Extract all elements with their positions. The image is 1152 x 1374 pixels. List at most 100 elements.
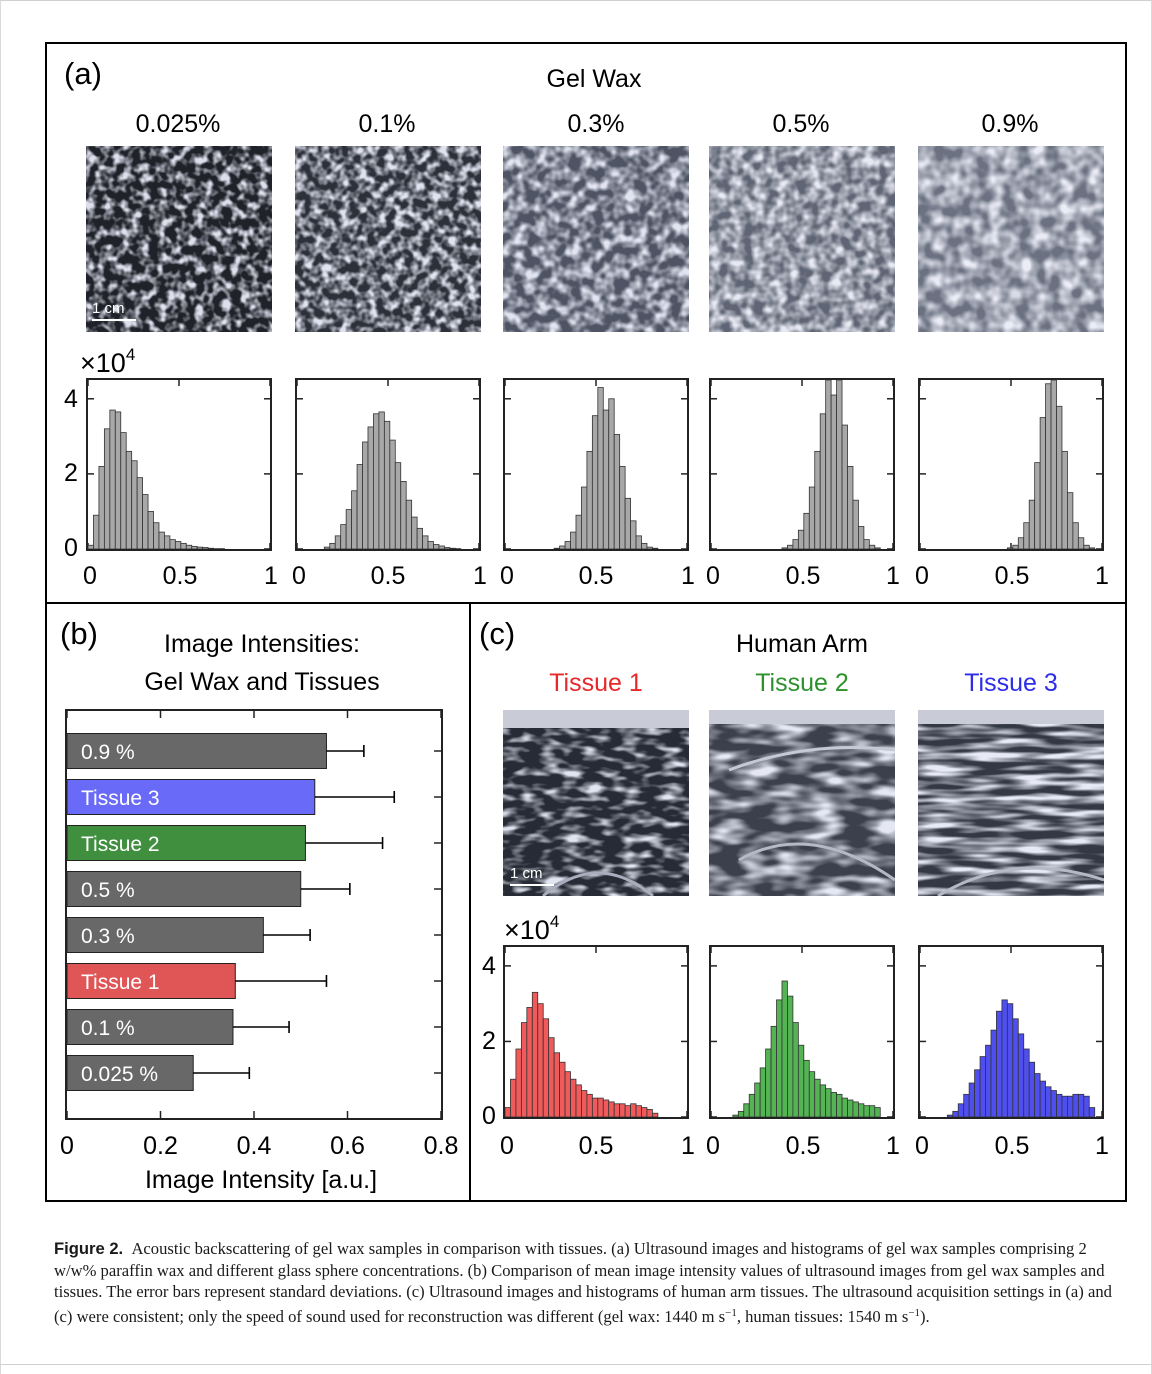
- concentration-label: 0.5%: [772, 110, 830, 138]
- histogram-bar: [367, 426, 374, 550]
- histogram-bar: [1034, 462, 1041, 550]
- figure-caption: Figure 2. Acoustic backscattering of gel…: [54, 1238, 1114, 1327]
- histogram-bar: [825, 379, 832, 550]
- histogram-gel-0025: [86, 378, 272, 551]
- histogram-bar: [378, 411, 385, 550]
- histogram-bar: [602, 409, 610, 550]
- histogram-bar: [1023, 522, 1030, 550]
- bar: [67, 825, 306, 861]
- histogram-bar: [770, 1025, 777, 1118]
- x-tick-label: 0.5: [578, 562, 614, 590]
- histogram-gel-01: [295, 378, 481, 551]
- histogram-bar: [351, 490, 358, 550]
- histogram-gel-09: [918, 378, 1104, 551]
- caption-text: , human tissues: 1540 m s: [736, 1306, 909, 1326]
- histogram-bar: [548, 1037, 555, 1118]
- histogram-bar: [136, 477, 143, 550]
- histogram-bar: [416, 527, 423, 550]
- tissue-label-1: Tissue 1: [549, 669, 643, 697]
- x-tick-label: 1: [264, 562, 278, 590]
- bar-label: Tissue 1: [81, 971, 160, 994]
- histogram-bar: [776, 999, 783, 1118]
- histogram-bar: [362, 441, 369, 550]
- histogram-bar: [185, 544, 193, 550]
- scale-bar-label: 1 cm: [510, 865, 543, 882]
- histogram-bar: [1088, 547, 1096, 550]
- histogram-bar: [803, 1059, 810, 1118]
- histogram-bar: [858, 526, 865, 550]
- ultrasound-image-tissue-1: [503, 710, 689, 896]
- histogram-bar: [874, 547, 881, 550]
- histogram-bar: [1017, 1033, 1025, 1118]
- x-tick-label: 0: [915, 1132, 929, 1160]
- histogram-bar: [147, 511, 154, 550]
- histogram-bar: [646, 1109, 653, 1118]
- histogram-bar: [990, 1029, 997, 1118]
- y-tick-label: 2: [482, 1027, 496, 1055]
- histogram-bar: [1072, 1093, 1079, 1118]
- histogram-bar: [841, 1097, 848, 1118]
- histogram-bar: [591, 1097, 599, 1118]
- histogram-bar: [109, 409, 116, 550]
- histogram-bar: [191, 545, 198, 550]
- histogram-bar: [570, 531, 577, 550]
- histogram-bar: [98, 465, 105, 550]
- bar-label: 0.025 %: [81, 1063, 158, 1086]
- histogram-bar: [868, 544, 876, 550]
- histogram-bar: [575, 1084, 582, 1118]
- histogram-bar: [153, 522, 160, 550]
- histogram-bar: [830, 394, 837, 550]
- caption-text: ).: [920, 1306, 930, 1326]
- histogram-bar: [87, 544, 94, 550]
- histogram-bar: [847, 465, 854, 550]
- histogram-bar: [814, 1078, 821, 1118]
- x-tick-label: 0: [706, 1132, 720, 1160]
- bar-label: 0.1 %: [81, 1017, 135, 1040]
- histogram-bar: [754, 1082, 761, 1118]
- histogram-bar: [874, 1107, 881, 1118]
- x-tick-label: 1: [681, 1132, 695, 1160]
- histogram-bar: [1045, 383, 1052, 550]
- x-tick-label: 1: [886, 1132, 900, 1160]
- histogram-bar: [1050, 1090, 1057, 1118]
- histogram-bar: [1006, 1003, 1014, 1118]
- histogram-bar: [433, 544, 440, 550]
- histogram-gel-05: [709, 378, 895, 551]
- y-tick-label: 0: [64, 534, 78, 562]
- histogram-bar: [787, 544, 794, 550]
- histogram-bar: [797, 529, 805, 550]
- histogram-bar: [858, 1103, 865, 1118]
- histogram-bar: [1067, 492, 1074, 550]
- scale-bar: [92, 319, 136, 321]
- histogram-bar: [411, 516, 418, 550]
- histogram-bar: [1083, 544, 1090, 550]
- histogram-bar: [613, 1103, 621, 1118]
- histogram-bar: [586, 1093, 593, 1118]
- histogram-bar: [1012, 1018, 1019, 1118]
- panel-b-title-line1: Image Intensities:: [164, 630, 360, 658]
- histogram-bar: [1039, 1080, 1046, 1118]
- ultrasound-image-tissue-2: [709, 710, 895, 896]
- histogram-tissue-3: [918, 945, 1104, 1119]
- histogram-bar: [868, 1105, 876, 1118]
- histogram-bar: [635, 1105, 642, 1118]
- x-tick-label: 0: [500, 1132, 514, 1160]
- histogram-bar: [624, 497, 631, 550]
- histogram-bar: [1077, 537, 1085, 550]
- histogram-gel-03: [503, 378, 689, 551]
- histogram-bar: [323, 546, 331, 550]
- histogram-bar: [1028, 499, 1036, 550]
- histogram-bar: [394, 462, 402, 550]
- histogram-bar: [125, 450, 133, 550]
- histogram-bar: [792, 539, 799, 550]
- bar: [67, 963, 236, 999]
- x-tick-label: 1: [681, 562, 695, 590]
- y-tick-label: 0: [482, 1102, 496, 1130]
- histogram-bar: [836, 379, 843, 550]
- histogram-bar: [180, 542, 187, 550]
- histogram-tissue-2: [709, 945, 895, 1119]
- x-tick-label: 0.5: [785, 562, 821, 590]
- scale-bar-label: 1 cm: [92, 300, 125, 317]
- histogram-bar: [602, 1099, 610, 1118]
- caption-superscript: −1: [725, 1306, 737, 1319]
